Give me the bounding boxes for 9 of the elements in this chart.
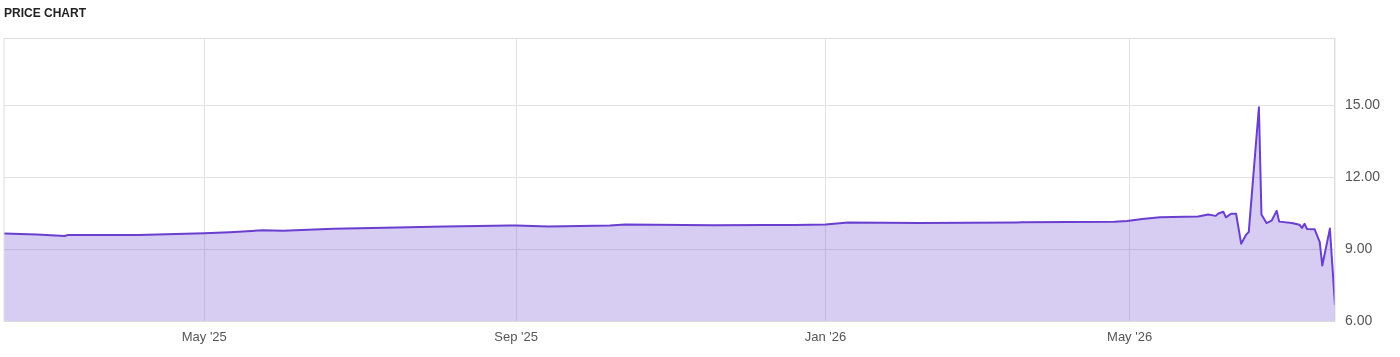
y-tick-label: 6.00 xyxy=(1344,312,1373,329)
x-tick-label: Sep '25 xyxy=(494,328,538,344)
x-tick-label: Jan '26 xyxy=(804,328,847,344)
x-tick-label: May '25 xyxy=(181,328,227,344)
y-tick-label: 12.00 xyxy=(1344,168,1381,185)
y-tick-label: 15.00 xyxy=(1344,96,1381,113)
chart-title: PRICE CHART xyxy=(4,5,87,20)
y-tick-label: 9.00 xyxy=(1344,240,1373,257)
x-tick-label: May '26 xyxy=(1107,328,1153,344)
